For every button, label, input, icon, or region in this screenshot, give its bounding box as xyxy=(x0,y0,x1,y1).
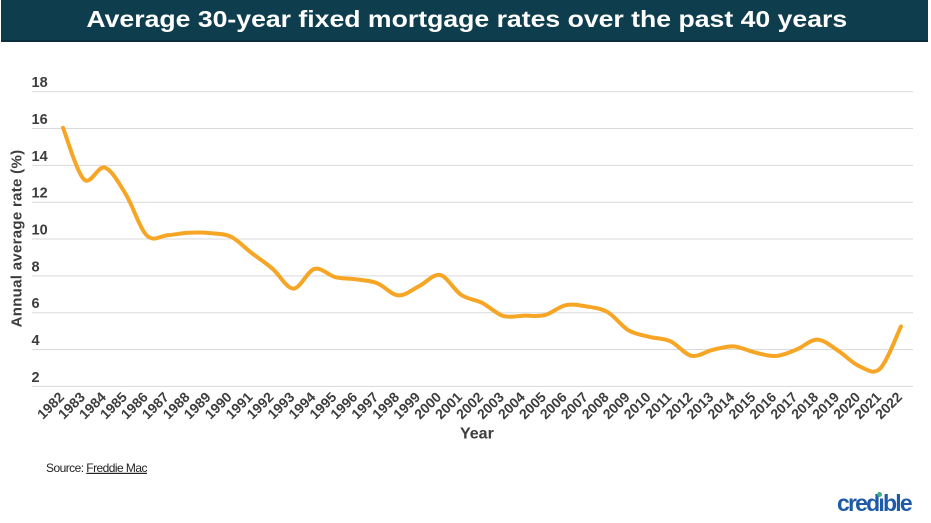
svg-text:16: 16 xyxy=(32,112,48,128)
svg-text:4: 4 xyxy=(32,333,40,349)
svg-text:14: 14 xyxy=(32,149,48,165)
svg-text:8: 8 xyxy=(32,259,40,275)
svg-text:2: 2 xyxy=(32,370,40,386)
svg-text:Year: Year xyxy=(460,426,494,443)
svg-text:Annual average rate (%): Annual average rate (%) xyxy=(9,150,26,328)
svg-text:6: 6 xyxy=(32,296,40,312)
svg-text:12: 12 xyxy=(32,186,48,202)
svg-text:18: 18 xyxy=(32,75,48,91)
svg-text:Source: Freddie Mac: Source: Freddie Mac xyxy=(46,461,147,475)
svg-text:10: 10 xyxy=(32,223,48,239)
